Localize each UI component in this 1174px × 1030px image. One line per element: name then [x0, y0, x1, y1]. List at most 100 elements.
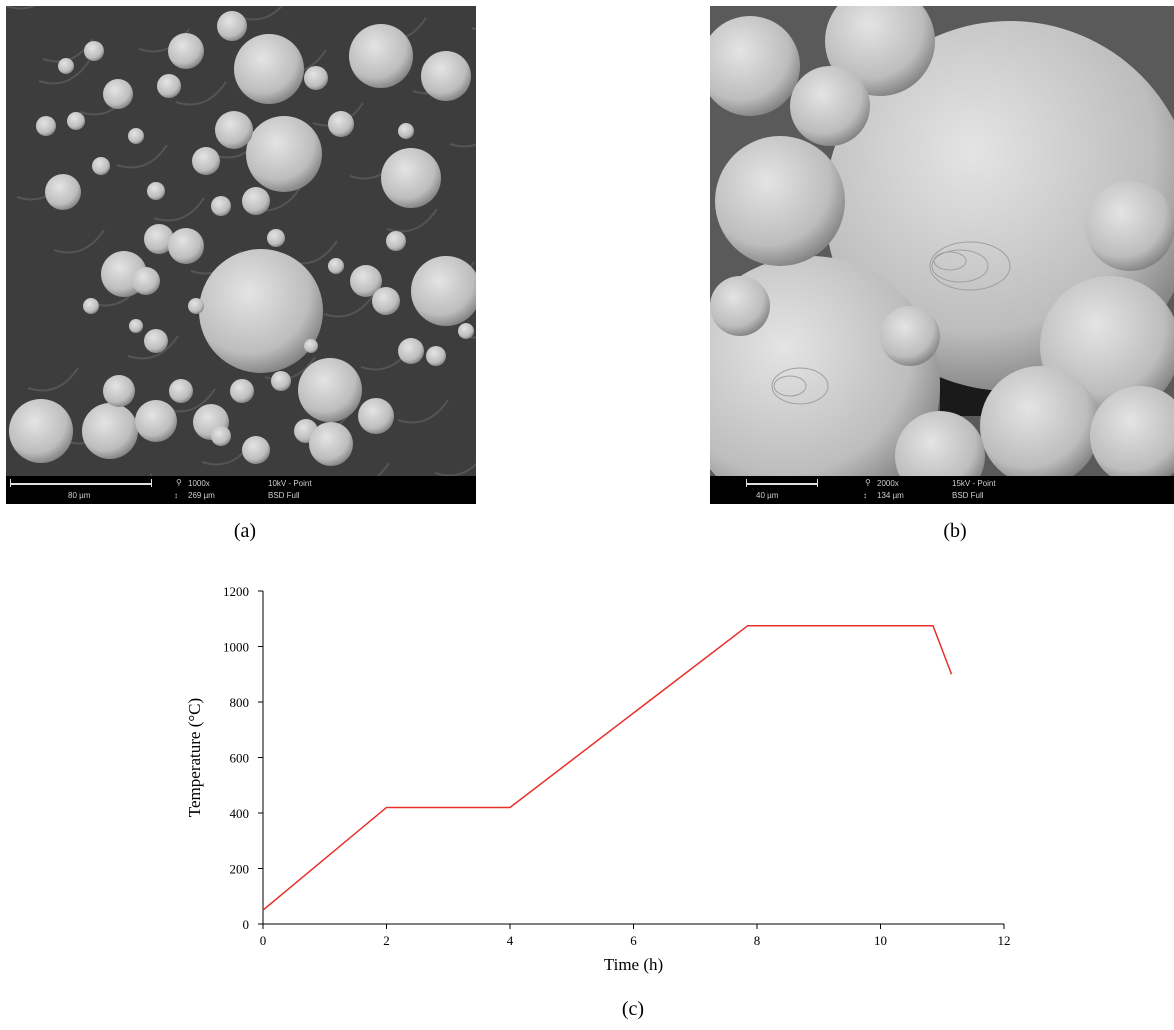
particle: [157, 74, 181, 98]
particle: [358, 398, 394, 434]
particle: [84, 41, 104, 61]
particle: [298, 358, 362, 422]
surface-contour: [929, 241, 1011, 291]
voltage-mode-a: 10kV - Point: [268, 479, 312, 488]
scale-label-a: 80 µm: [68, 491, 91, 500]
y-tick-label: 1200: [223, 584, 249, 599]
x-tick-label: 2: [383, 933, 390, 948]
particle: [267, 229, 285, 247]
particle: [790, 66, 870, 146]
surface-contour: [933, 251, 967, 271]
x-tick-label: 10: [874, 933, 887, 948]
particle: [980, 366, 1100, 486]
sem-image-b: [710, 6, 1174, 504]
particle: [426, 346, 446, 366]
particle: [82, 403, 138, 459]
surface-contour: [771, 367, 829, 405]
sem-databar-a: 80 µm ⚲ 1000x ↕ 269 µm 10kV - Point BSD …: [6, 476, 476, 504]
particle: [92, 157, 110, 175]
particle: [211, 426, 231, 446]
y-tick-label: 600: [230, 751, 250, 766]
particle: [398, 338, 424, 364]
y-axis-label: Temperature (°C): [185, 698, 204, 817]
particle: [103, 375, 135, 407]
particle: [135, 400, 177, 442]
scale-bar-a: [10, 483, 152, 485]
detector-b: BSD Full: [952, 491, 984, 500]
particle: [1090, 386, 1174, 486]
detector-a: BSD Full: [268, 491, 300, 500]
x-axis-label: Time (h): [604, 955, 663, 974]
surface-contour: [773, 375, 807, 397]
particle: [309, 422, 353, 466]
particle: [217, 11, 247, 41]
y-tick-label: 200: [230, 862, 250, 877]
particle: [83, 298, 99, 314]
particle: [168, 228, 204, 264]
caption-b: (b): [943, 520, 967, 542]
y-tick-label: 400: [230, 806, 250, 821]
particle: [304, 339, 318, 353]
panel-b: 40 µm ⚲ 2000x ↕ 134 µm 15kV - Point BSD …: [710, 6, 1174, 504]
caption-a: (a): [233, 520, 257, 542]
particle: [328, 258, 344, 274]
x-tick-label: 0: [260, 933, 267, 948]
scale-label-b: 40 µm: [756, 491, 779, 500]
particle: [215, 111, 253, 149]
particle: [386, 231, 406, 251]
field-width-icon: ↕: [174, 491, 178, 500]
x-tick-label: 8: [754, 933, 761, 948]
caption-c: (c): [621, 998, 645, 1020]
y-tick-label: 0: [243, 917, 250, 932]
particle: [715, 136, 845, 266]
particle: [58, 58, 74, 74]
particle: [147, 182, 165, 200]
particle: [103, 79, 133, 109]
particle: [188, 298, 204, 314]
panel-a: 80 µm ⚲ 1000x ↕ 269 µm 10kV - Point BSD …: [6, 6, 476, 504]
magnifier-icon: ⚲: [865, 478, 871, 487]
particle: [199, 249, 323, 373]
particle: [411, 256, 476, 326]
x-tick-label: 4: [507, 933, 514, 948]
particle: [710, 16, 800, 116]
particle: [9, 399, 73, 463]
magnification-a: 1000x: [188, 479, 210, 488]
particle: [128, 128, 144, 144]
particle: [1085, 181, 1174, 271]
particle: [372, 287, 400, 315]
voltage-mode-b: 15kV - Point: [952, 479, 996, 488]
magnification-b: 2000x: [877, 479, 899, 488]
particle: [168, 33, 204, 69]
particle: [398, 123, 414, 139]
sem-databar-b: 40 µm ⚲ 2000x ↕ 134 µm 15kV - Point BSD …: [710, 476, 1174, 504]
particle: [132, 267, 160, 295]
scale-bar-b: [746, 483, 818, 485]
magnifier-icon: ⚲: [176, 478, 182, 487]
particle: [36, 116, 56, 136]
particle: [242, 436, 270, 464]
field-width-b: 134 µm: [877, 491, 904, 500]
x-tick-label: 6: [630, 933, 637, 948]
particle: [349, 24, 413, 88]
field-width-a: 269 µm: [188, 491, 215, 500]
particle: [458, 323, 474, 339]
particle: [192, 147, 220, 175]
particle: [169, 379, 193, 403]
particle: [710, 256, 940, 504]
particle: [129, 319, 143, 333]
particle: [421, 51, 471, 101]
particle: [710, 276, 770, 336]
y-tick-label: 800: [230, 695, 250, 710]
particle: [230, 379, 254, 403]
particle: [271, 371, 291, 391]
particle: [144, 329, 168, 353]
particle: [350, 265, 382, 297]
chart-axes: [262, 591, 1004, 925]
chart-ticks: 0 2 4 6 8 10 12 0 200 400 600 800 1000 1200: [223, 584, 1011, 948]
particle: [304, 66, 328, 90]
x-tick-label: 12: [998, 933, 1011, 948]
surface-contour: [931, 249, 989, 283]
particle: [45, 174, 81, 210]
